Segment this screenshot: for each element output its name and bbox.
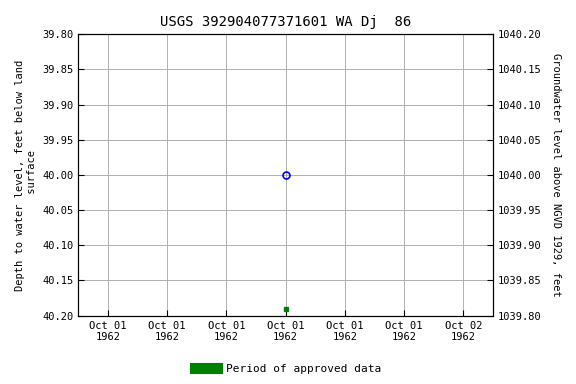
Legend: Period of approved data: Period of approved data	[191, 359, 385, 379]
Title: USGS 392904077371601 WA Dj  86: USGS 392904077371601 WA Dj 86	[160, 15, 411, 29]
Y-axis label: Depth to water level, feet below land
 surface: Depth to water level, feet below land su…	[15, 60, 37, 291]
Y-axis label: Groundwater level above NGVD 1929, feet: Groundwater level above NGVD 1929, feet	[551, 53, 561, 297]
